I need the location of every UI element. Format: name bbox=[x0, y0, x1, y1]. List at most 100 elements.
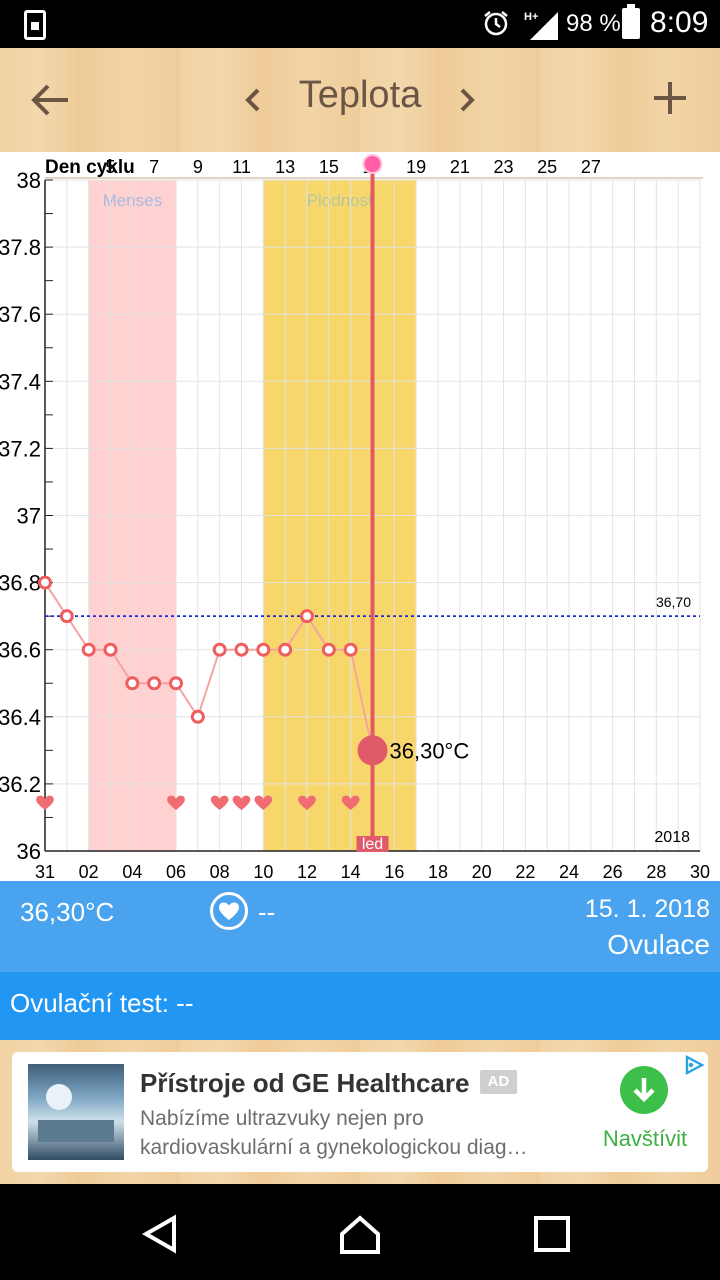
data-point[interactable] bbox=[212, 642, 227, 657]
x-tick-label: 24 bbox=[559, 862, 579, 881]
data-point[interactable] bbox=[147, 676, 162, 691]
selected-point[interactable] bbox=[357, 735, 388, 766]
toolbar: Teplota bbox=[0, 48, 720, 152]
battery-percent: 98 % bbox=[566, 10, 621, 37]
data-point[interactable] bbox=[234, 642, 249, 657]
nav-recents-icon[interactable] bbox=[530, 1212, 574, 1256]
x-tick-label: 18 bbox=[428, 862, 448, 881]
y-tick-label: 37.8 bbox=[0, 235, 41, 260]
x-tick-label: 28 bbox=[646, 862, 666, 881]
intercourse-heart-icon[interactable] bbox=[298, 795, 316, 810]
ad-card[interactable]: Přístroje od GE Healthcare AD Nabízíme u… bbox=[12, 1052, 708, 1172]
ad-image[interactable] bbox=[28, 1064, 124, 1160]
x-tick-label: 30 bbox=[690, 862, 710, 881]
data-point[interactable] bbox=[59, 609, 74, 624]
cycle-day-tick-label: 19 bbox=[406, 157, 426, 177]
data-point[interactable] bbox=[278, 642, 293, 657]
year-label: 2018 bbox=[654, 829, 690, 846]
heart-icon bbox=[219, 902, 239, 920]
data-point[interactable] bbox=[256, 642, 271, 657]
x-tick-label: 04 bbox=[122, 862, 142, 881]
ad-badge: AD bbox=[480, 1070, 517, 1094]
selected-temperature: 36,30°C bbox=[20, 897, 115, 927]
temperature-chart[interactable]: Menses Plodnost3837.837.637.437.23736.836… bbox=[0, 152, 720, 881]
y-tick-label: 37.6 bbox=[0, 302, 41, 327]
x-tick-label: 22 bbox=[515, 862, 535, 881]
y-tick-label: 36.8 bbox=[0, 571, 41, 596]
nav-bar bbox=[0, 1184, 720, 1280]
cycle-day-tick-label: 25 bbox=[537, 157, 557, 177]
y-tick-label: 37 bbox=[17, 504, 41, 529]
ad-headline[interactable]: Přístroje od GE Healthcare bbox=[140, 1068, 470, 1098]
intercourse-heart-icon[interactable] bbox=[254, 795, 273, 810]
data-point[interactable] bbox=[103, 642, 118, 657]
alarm-icon bbox=[484, 11, 508, 36]
intercourse-heart-icon[interactable] bbox=[167, 795, 185, 810]
battery-icon bbox=[622, 4, 640, 39]
intercourse-heart-icon[interactable] bbox=[210, 795, 229, 810]
selection-handle[interactable] bbox=[362, 154, 383, 174]
y-tick-label: 36.6 bbox=[0, 638, 41, 663]
adchoices-icon[interactable] bbox=[682, 1054, 706, 1076]
x-tick-label: 16 bbox=[384, 862, 404, 881]
chevron-left-icon[interactable] bbox=[238, 78, 268, 122]
ad-body: Nabízíme ultrazvuky nejen pro kardiovask… bbox=[140, 1104, 580, 1162]
plus-icon[interactable] bbox=[648, 76, 692, 120]
data-point[interactable] bbox=[343, 642, 358, 657]
cycle-day-tick-label: 27 bbox=[581, 157, 601, 177]
selected-date: 15. 1. 2018 bbox=[584, 895, 710, 923]
data-point[interactable] bbox=[321, 642, 336, 657]
data-point[interactable] bbox=[38, 575, 52, 590]
y-tick-label: 37.2 bbox=[0, 436, 41, 461]
x-tick-label: 31 bbox=[35, 862, 55, 881]
data-point[interactable] bbox=[190, 709, 205, 724]
intercourse-heart-icon[interactable] bbox=[341, 795, 360, 810]
selected-point-label: 36,30°C bbox=[390, 738, 470, 763]
selected-day-tag bbox=[356, 836, 389, 852]
x-tick-label: 10 bbox=[253, 862, 273, 881]
band-label: Plodnost bbox=[307, 191, 373, 210]
y-tick-label: 36.2 bbox=[0, 772, 41, 797]
sim-icon bbox=[24, 10, 46, 40]
intercourse-heart-icon[interactable] bbox=[36, 795, 54, 810]
heart-button[interactable] bbox=[210, 892, 248, 930]
cycle-phase: Ovulace bbox=[607, 929, 710, 960]
info-band: 36,30°C -- 15. 1. 2018 Ovulace bbox=[0, 881, 720, 972]
coverline-label: 36,70 bbox=[656, 594, 691, 610]
intercourse-heart-icon[interactable] bbox=[232, 795, 251, 810]
ad-cta-button[interactable]: Navštívit bbox=[602, 1126, 688, 1151]
cycle-day-tick-label: 21 bbox=[450, 157, 470, 177]
nav-back-icon[interactable] bbox=[138, 1212, 182, 1256]
chevron-right-icon[interactable] bbox=[452, 78, 482, 122]
y-tick-label: 36.4 bbox=[0, 705, 41, 730]
selected-day-tag-label: led bbox=[362, 836, 383, 853]
y-tick-label: 36 bbox=[17, 839, 41, 864]
x-tick-label: 20 bbox=[472, 862, 492, 881]
ad-body-line: Nabízíme ultrazvuky nejen pro bbox=[140, 1107, 424, 1130]
signal-icon: H+ bbox=[524, 11, 558, 40]
ad-body-line: kardiovaskulární a gynekologickou diag… bbox=[140, 1136, 528, 1159]
svg-text:H+: H+ bbox=[524, 11, 538, 23]
data-point[interactable] bbox=[81, 642, 96, 657]
clock: 8:09 bbox=[650, 6, 709, 39]
x-tick-label: 06 bbox=[166, 862, 186, 881]
x-tick-label: 02 bbox=[79, 862, 99, 881]
cycle-day-tick-label: 11 bbox=[232, 157, 251, 177]
cycle-day-label: Den cyklu bbox=[45, 157, 135, 178]
data-point[interactable] bbox=[125, 676, 140, 691]
x-tick-label: 08 bbox=[210, 862, 230, 881]
data-point[interactable] bbox=[300, 609, 314, 624]
ovulation-test-row[interactable]: Ovulační test: -- bbox=[0, 972, 720, 1040]
nav-home-icon[interactable] bbox=[338, 1212, 382, 1256]
cycle-day-tick-label: 23 bbox=[493, 157, 513, 177]
data-point[interactable] bbox=[169, 676, 183, 691]
page-title: Teplota bbox=[298, 74, 422, 116]
cycle-day-tick-label: 9 bbox=[193, 157, 203, 177]
download-icon[interactable] bbox=[620, 1066, 668, 1114]
cycle-day-tick-label: 7 bbox=[149, 157, 159, 177]
cycle-day-tick-label: 13 bbox=[275, 157, 295, 177]
status-bar: H+ 98 % 8:09 bbox=[0, 0, 720, 48]
back-arrow-icon[interactable] bbox=[28, 78, 72, 122]
cycle-day-tick-label: 5 bbox=[105, 157, 115, 177]
